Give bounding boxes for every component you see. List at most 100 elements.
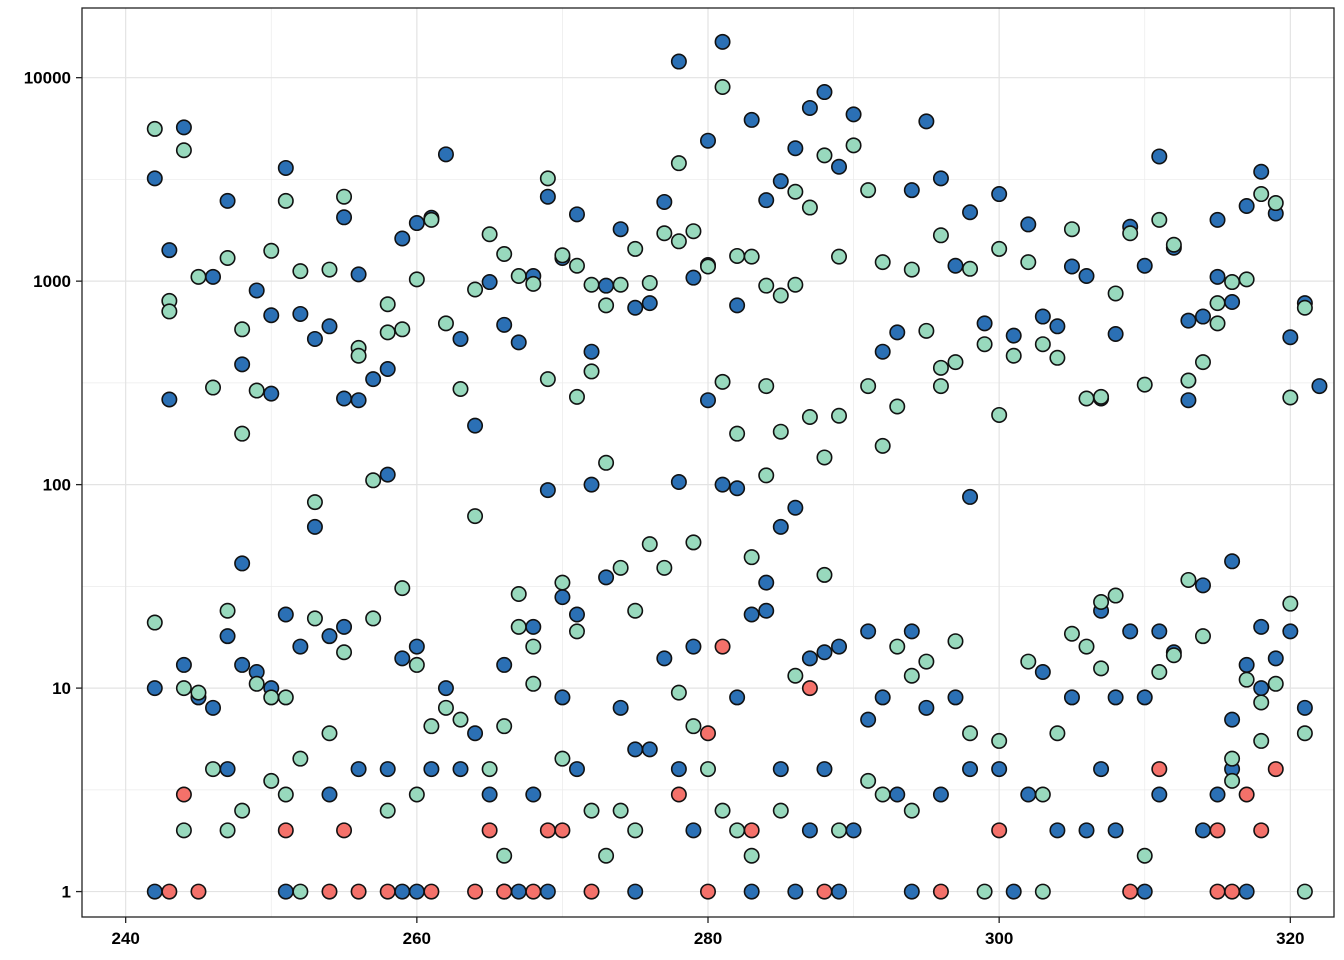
data-point [539, 482, 556, 499]
data-point [539, 883, 556, 900]
data-point [510, 586, 527, 603]
data-point [685, 534, 702, 551]
data-point [743, 883, 760, 900]
data-point [350, 883, 367, 900]
data-point [365, 610, 382, 627]
data-point [1194, 308, 1211, 325]
data-point [612, 559, 629, 576]
data-point [1122, 883, 1139, 900]
data-point [190, 684, 207, 701]
data-point [175, 119, 192, 136]
data-point [1136, 689, 1153, 706]
data-point [889, 398, 906, 415]
data-point [467, 281, 484, 298]
data-point [932, 170, 949, 187]
data-point [714, 78, 731, 95]
data-point [1049, 318, 1066, 335]
data-point [903, 883, 920, 900]
data-point [292, 263, 309, 280]
data-point [772, 173, 789, 190]
data-point [1238, 656, 1255, 673]
data-point [801, 199, 818, 216]
data-point [1224, 274, 1241, 291]
data-point [408, 786, 425, 803]
data-point [510, 334, 527, 351]
data-point [1224, 883, 1241, 900]
data-point [1267, 675, 1284, 692]
data-point [1020, 254, 1037, 271]
data-point [772, 423, 789, 440]
data-point [627, 240, 644, 257]
data-point [947, 689, 964, 706]
data-point [947, 354, 964, 371]
data-point [1238, 671, 1255, 688]
data-point [1049, 349, 1066, 366]
data-point [292, 638, 309, 655]
data-point [146, 883, 163, 900]
data-point [234, 425, 251, 442]
data-point [1253, 186, 1270, 203]
data-point [816, 566, 833, 583]
data-point [350, 266, 367, 283]
data-point [729, 297, 746, 314]
data-point [554, 822, 571, 839]
data-point [234, 321, 251, 338]
data-point [205, 268, 222, 285]
x-tick-label: 260 [403, 929, 431, 948]
data-point [146, 120, 163, 137]
data-point [525, 675, 542, 692]
data-point [612, 699, 629, 716]
data-point [1194, 628, 1211, 645]
data-point [1078, 822, 1095, 839]
y-tick-label: 10000 [24, 69, 71, 88]
data-point [510, 267, 527, 284]
data-point [656, 225, 673, 242]
data-point [1296, 299, 1313, 316]
data-point [146, 614, 163, 631]
data-point [627, 741, 644, 758]
data-point [408, 271, 425, 288]
data-point [1180, 372, 1197, 389]
data-point [685, 718, 702, 735]
data-point [598, 847, 615, 864]
data-point [1238, 883, 1255, 900]
data-point [452, 381, 469, 398]
data-point [496, 847, 513, 864]
data-point [758, 277, 775, 294]
data-point [525, 638, 542, 655]
data-point [583, 363, 600, 380]
data-point [903, 182, 920, 199]
data-point [568, 606, 585, 623]
data-point [670, 233, 687, 250]
data-point [816, 761, 833, 778]
data-point [729, 480, 746, 497]
data-point [670, 53, 687, 70]
data-point [1253, 822, 1270, 839]
data-point [161, 242, 178, 259]
data-point [889, 786, 906, 803]
data-point [1267, 761, 1284, 778]
data-point [816, 147, 833, 164]
data-point [612, 802, 629, 819]
data-point [962, 761, 979, 778]
data-point [874, 689, 891, 706]
data-point [1296, 699, 1313, 716]
data-point [918, 113, 935, 130]
data-point [1209, 822, 1226, 839]
y-tick-label: 1 [62, 883, 71, 902]
data-point [1224, 750, 1241, 767]
data-point [758, 574, 775, 591]
data-point [1034, 883, 1051, 900]
data-point [1034, 336, 1051, 353]
data-point [641, 274, 658, 291]
data-point [336, 618, 353, 635]
data-point [175, 822, 192, 839]
data-point [437, 699, 454, 716]
data-point [394, 321, 411, 338]
data-point [423, 761, 440, 778]
data-point [831, 248, 848, 265]
data-point [889, 638, 906, 655]
data-point [306, 610, 323, 627]
data-point [1253, 680, 1270, 697]
